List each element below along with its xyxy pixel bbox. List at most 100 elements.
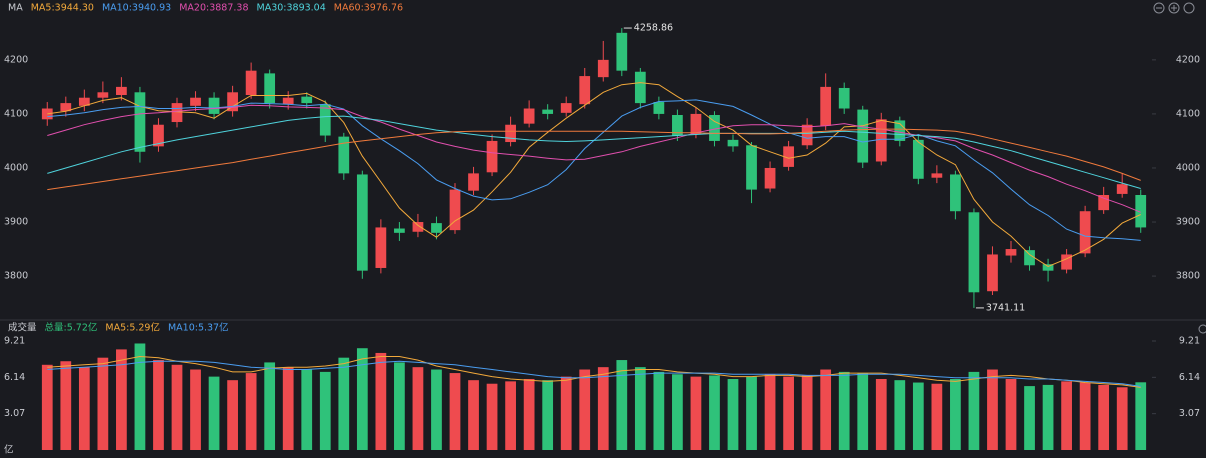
candle-body — [208, 97, 220, 114]
volume-bar — [338, 357, 350, 450]
candle-body — [968, 212, 980, 293]
y-tick-label: 3.07 — [4, 408, 25, 419]
legend-title: 成交量 — [8, 322, 37, 334]
volume-bar — [301, 369, 313, 450]
y-tick-label: 4100 — [4, 108, 28, 119]
volume-bar — [727, 378, 739, 450]
candle-body — [1116, 184, 1128, 194]
candle-body — [672, 115, 683, 136]
volume-bar — [375, 352, 387, 450]
legend-entry: MA10:5.37亿 — [168, 322, 229, 334]
volume-bar — [319, 371, 331, 450]
volume-bar — [356, 348, 368, 450]
candle-body — [912, 139, 924, 179]
candle-body — [1098, 195, 1110, 211]
candle-body — [412, 222, 424, 232]
candle-body — [746, 145, 757, 190]
candle-body — [134, 92, 146, 152]
y-tick-label-right: 4200 — [1176, 54, 1200, 65]
candle-body — [1005, 249, 1017, 256]
y-tick-label-right: 3800 — [1176, 271, 1200, 282]
candle-body — [875, 119, 887, 162]
volume-bar — [1042, 384, 1054, 450]
y-tick-label-right: 4000 — [1176, 162, 1200, 173]
y-tick-label: 6.14 — [4, 372, 25, 383]
candle-body — [375, 227, 387, 268]
candle-body — [394, 228, 405, 233]
candle-body — [579, 76, 591, 105]
candle-body — [97, 92, 109, 98]
volume-bar — [579, 369, 591, 450]
legend-entry: MA20:3887.38 — [179, 3, 248, 14]
volume-bar — [616, 360, 628, 450]
volume-bar — [227, 380, 238, 450]
candle-body — [894, 120, 906, 141]
volume-bar — [857, 373, 869, 450]
candle-body — [1079, 211, 1091, 254]
min-label: 3741.11 — [986, 302, 1025, 313]
volume-bar — [783, 376, 794, 450]
candle-body — [338, 136, 350, 174]
candle-body — [560, 103, 572, 113]
zoom-in[interactable] — [1168, 2, 1180, 14]
volume-bar — [431, 369, 442, 450]
volume-bar — [653, 371, 665, 450]
candle-body — [764, 167, 776, 189]
candle-body — [116, 86, 127, 95]
candle-body — [931, 173, 943, 178]
candle-body — [486, 140, 498, 173]
volume-bar — [542, 380, 554, 450]
y-tick-label: 9.21 — [4, 336, 25, 347]
candle-body — [264, 73, 276, 104]
candle-body — [78, 97, 90, 106]
candle-body — [801, 124, 813, 146]
candle-body — [857, 109, 869, 163]
volume-bar — [394, 362, 405, 450]
volume-bar — [1024, 386, 1035, 450]
ma-line — [47, 104, 1141, 213]
ma-line — [47, 360, 1141, 387]
volume-bar — [931, 383, 943, 450]
settings[interactable] — [1183, 2, 1195, 14]
volume-bar — [746, 376, 757, 450]
volume-bar — [634, 367, 646, 450]
volume-bar — [134, 343, 146, 450]
volume-bar — [820, 369, 832, 450]
volume-bar — [672, 374, 683, 450]
candle-body — [282, 97, 294, 105]
candle-body — [227, 92, 238, 112]
legend-title: MA — [8, 3, 23, 14]
candle-body — [1061, 254, 1072, 270]
ma-line — [47, 128, 1141, 191]
candle-body — [1042, 264, 1054, 271]
volume-bar — [449, 373, 461, 450]
volume-bar — [468, 380, 479, 450]
volume-bar — [190, 369, 201, 450]
ma-line — [47, 115, 1141, 189]
volume-bar — [950, 378, 961, 450]
volume-bar — [245, 373, 257, 450]
candle-body — [449, 189, 461, 231]
candle-body — [523, 108, 535, 124]
candle-body — [838, 87, 850, 109]
max-label: 4258.86 — [634, 23, 673, 34]
candle-body — [431, 223, 442, 233]
candle-body — [301, 96, 313, 104]
y-tick-label-right: 3.07 — [1179, 408, 1200, 419]
volume-unit: 亿 — [4, 444, 14, 456]
zoom-out[interactable] — [1153, 2, 1165, 14]
candle-body — [950, 174, 961, 212]
candle-body — [356, 174, 368, 271]
volume-bar — [208, 376, 220, 450]
volume-bar — [968, 371, 980, 450]
candle-body — [709, 115, 720, 141]
legend-entry: MA5:3944.30 — [31, 3, 94, 14]
volume-bar — [60, 361, 72, 450]
y-tick-label: 4000 — [4, 162, 28, 173]
y-tick-label-right: 3900 — [1176, 217, 1200, 228]
ma-line — [47, 82, 1141, 267]
volume-settings[interactable] — [1198, 324, 1206, 334]
candle-body — [597, 59, 609, 78]
volume-bar — [1061, 381, 1072, 450]
volume-bar — [1005, 378, 1017, 450]
